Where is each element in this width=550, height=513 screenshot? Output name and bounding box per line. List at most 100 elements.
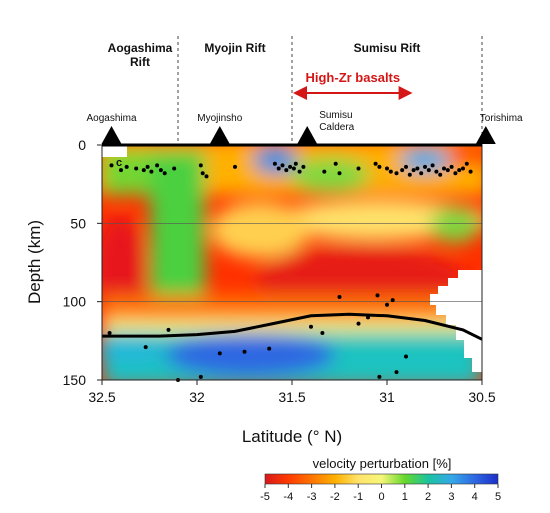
gridlines bbox=[102, 223, 482, 302]
earthquake-point bbox=[149, 169, 154, 174]
earthquake-point bbox=[109, 163, 114, 168]
earthquake-point bbox=[242, 349, 247, 354]
earthquake-point bbox=[394, 171, 399, 176]
high-zr-label: High-Zr basalts bbox=[305, 70, 400, 85]
earthquake-point bbox=[145, 164, 150, 169]
earthquake-point bbox=[442, 166, 446, 171]
earthquake-point bbox=[404, 164, 408, 169]
region-label: Sumisu Rift bbox=[354, 41, 421, 55]
earthquake-point bbox=[373, 161, 378, 166]
earthquake-point bbox=[423, 164, 427, 169]
y-tick-label: 50 bbox=[70, 215, 86, 231]
earthquake-point bbox=[419, 171, 424, 176]
blue-deep bbox=[165, 333, 335, 377]
earthquake-point bbox=[411, 168, 416, 173]
colorbar bbox=[264, 473, 499, 485]
earthquake-point bbox=[276, 166, 281, 171]
earthquake-point bbox=[172, 166, 177, 171]
volcano-label: Torishima bbox=[480, 113, 523, 124]
colorbar-tick-label: -2 bbox=[330, 491, 340, 503]
earthquake-point bbox=[233, 164, 237, 169]
earthquake-point bbox=[434, 169, 439, 174]
volcano-icon bbox=[209, 126, 230, 144]
earthquake-point bbox=[461, 166, 465, 171]
earthquake-point bbox=[404, 354, 408, 359]
yellow-mid-2 bbox=[210, 202, 310, 258]
earthquake-point bbox=[453, 171, 458, 176]
x-tick-label: 32.5 bbox=[88, 389, 115, 405]
earthquake-point bbox=[280, 163, 285, 168]
earthquake-point bbox=[267, 346, 272, 351]
volcano-icon bbox=[101, 126, 122, 144]
earthquake-point bbox=[124, 164, 129, 169]
earthquake-point bbox=[291, 166, 296, 171]
colorbar-tick-label: 4 bbox=[472, 491, 478, 503]
volcano-icon bbox=[475, 126, 496, 144]
earthquake-point bbox=[385, 166, 389, 171]
earthquake-points bbox=[107, 161, 473, 382]
earthquake-point bbox=[204, 174, 209, 179]
earthquake-point bbox=[217, 351, 222, 356]
volcano-label: Aogashima bbox=[86, 113, 136, 124]
y-tick-label: 100 bbox=[63, 294, 87, 310]
earthquake-point bbox=[297, 169, 302, 174]
earthquake-point bbox=[162, 171, 167, 176]
x-axis-label: Latitude (° N) bbox=[242, 427, 342, 446]
earthquake-point bbox=[400, 168, 405, 173]
earthquake-point bbox=[333, 161, 338, 166]
y-axis-label: Depth (km) bbox=[25, 220, 44, 304]
earthquake-point bbox=[272, 161, 277, 166]
x-tick-label: 30.5 bbox=[468, 389, 495, 405]
tomography-field bbox=[102, 145, 482, 380]
volcano-label: Myojinsho bbox=[197, 113, 242, 124]
earthquake-point bbox=[375, 293, 380, 298]
green-central bbox=[290, 157, 370, 193]
blue-shallow-1 bbox=[253, 146, 297, 174]
earthquake-point bbox=[337, 171, 342, 176]
region-label: Myojin Rift bbox=[204, 41, 265, 55]
earthquake-point bbox=[390, 298, 395, 303]
y-axis-ticks: 0 50 100 150 bbox=[63, 137, 102, 388]
volcano-icon bbox=[297, 126, 318, 144]
colorbar-title: velocity perturbation [%] bbox=[313, 456, 452, 471]
red-shallow-right bbox=[450, 145, 482, 165]
earthquake-point bbox=[468, 169, 473, 174]
earthquake-point bbox=[407, 172, 412, 177]
earthquake-point bbox=[337, 294, 342, 299]
earthquake-point bbox=[388, 169, 393, 174]
slab-surface-line bbox=[102, 312, 483, 341]
earthquake-point bbox=[158, 168, 163, 173]
earthquake-point bbox=[445, 168, 450, 173]
earthquake-point bbox=[366, 315, 370, 320]
colorbar-tick-label: 2 bbox=[425, 491, 431, 503]
colorbar-tick-label: -3 bbox=[307, 491, 317, 503]
earthquake-point bbox=[288, 164, 293, 169]
earthquake-point bbox=[322, 169, 327, 174]
x-axis-ticks: 32.5 32 31.5 31 30.5 bbox=[88, 380, 496, 405]
volcano-markers: Aogashima Myojinsho Sumisu Caldera Torishima bbox=[86, 110, 523, 144]
region-dividers bbox=[177, 36, 483, 145]
colorbar-tick-label: 3 bbox=[448, 491, 454, 503]
earthquake-point bbox=[320, 331, 325, 335]
x-tick-label: 31 bbox=[379, 389, 395, 405]
blue-shallow-2 bbox=[400, 148, 450, 172]
earthquake-point bbox=[464, 161, 469, 166]
earthquake-point bbox=[198, 163, 203, 168]
no-coverage-area bbox=[430, 270, 482, 372]
colorbar-ticks: -5 -4 -3 -2 -1 0 1 2 3 4 5 bbox=[260, 484, 501, 503]
colorbar-tick-label: -1 bbox=[353, 491, 363, 503]
earthquake-point bbox=[143, 345, 148, 350]
earthquake-point bbox=[119, 168, 123, 173]
yellow-mid bbox=[270, 200, 482, 240]
earthquake-point bbox=[430, 163, 435, 168]
colorbar-tick-label: 5 bbox=[495, 491, 501, 503]
yellow-below bbox=[102, 320, 482, 334]
y-tick-label: 150 bbox=[63, 372, 87, 388]
earthquake-point bbox=[426, 168, 431, 173]
coverage-notch bbox=[102, 145, 127, 157]
earthquake-point bbox=[107, 331, 112, 335]
earthquake-point bbox=[293, 161, 298, 166]
colorbar-tick-label: -4 bbox=[283, 491, 293, 503]
region-label: Aogashima Rift bbox=[108, 41, 173, 69]
cyan-deep-left bbox=[102, 335, 165, 365]
